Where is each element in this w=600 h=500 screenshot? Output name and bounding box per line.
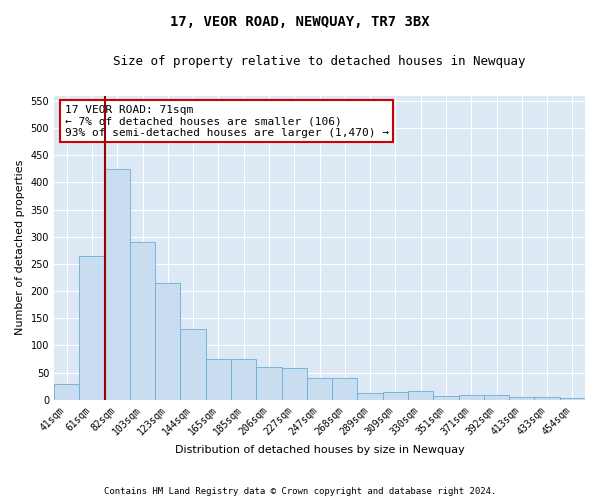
Bar — [484, 395, 509, 400]
Bar — [104, 169, 130, 400]
Bar — [307, 378, 332, 400]
Text: Contains HM Land Registry data © Crown copyright and database right 2024.
Contai: Contains HM Land Registry data © Crown c… — [77, 488, 523, 500]
Bar — [358, 392, 383, 400]
Bar — [130, 242, 155, 400]
Title: Size of property relative to detached houses in Newquay: Size of property relative to detached ho… — [113, 55, 526, 68]
Bar — [433, 396, 458, 400]
Bar — [181, 329, 206, 400]
Bar — [408, 390, 433, 400]
Bar — [458, 395, 484, 400]
Text: 17, VEOR ROAD, NEWQUAY, TR7 3BX: 17, VEOR ROAD, NEWQUAY, TR7 3BX — [170, 15, 430, 29]
Bar — [535, 397, 560, 400]
Bar — [281, 368, 307, 400]
Bar — [155, 283, 181, 400]
Y-axis label: Number of detached properties: Number of detached properties — [15, 160, 25, 336]
Bar — [256, 367, 281, 400]
Bar — [54, 384, 79, 400]
Bar — [206, 359, 231, 400]
Bar — [383, 392, 408, 400]
Text: 17 VEOR ROAD: 71sqm
← 7% of detached houses are smaller (106)
93% of semi-detach: 17 VEOR ROAD: 71sqm ← 7% of detached hou… — [65, 104, 389, 138]
X-axis label: Distribution of detached houses by size in Newquay: Distribution of detached houses by size … — [175, 445, 464, 455]
Bar — [79, 256, 104, 400]
Bar — [560, 398, 585, 400]
Bar — [332, 378, 358, 400]
Bar — [231, 359, 256, 400]
Bar — [509, 396, 535, 400]
